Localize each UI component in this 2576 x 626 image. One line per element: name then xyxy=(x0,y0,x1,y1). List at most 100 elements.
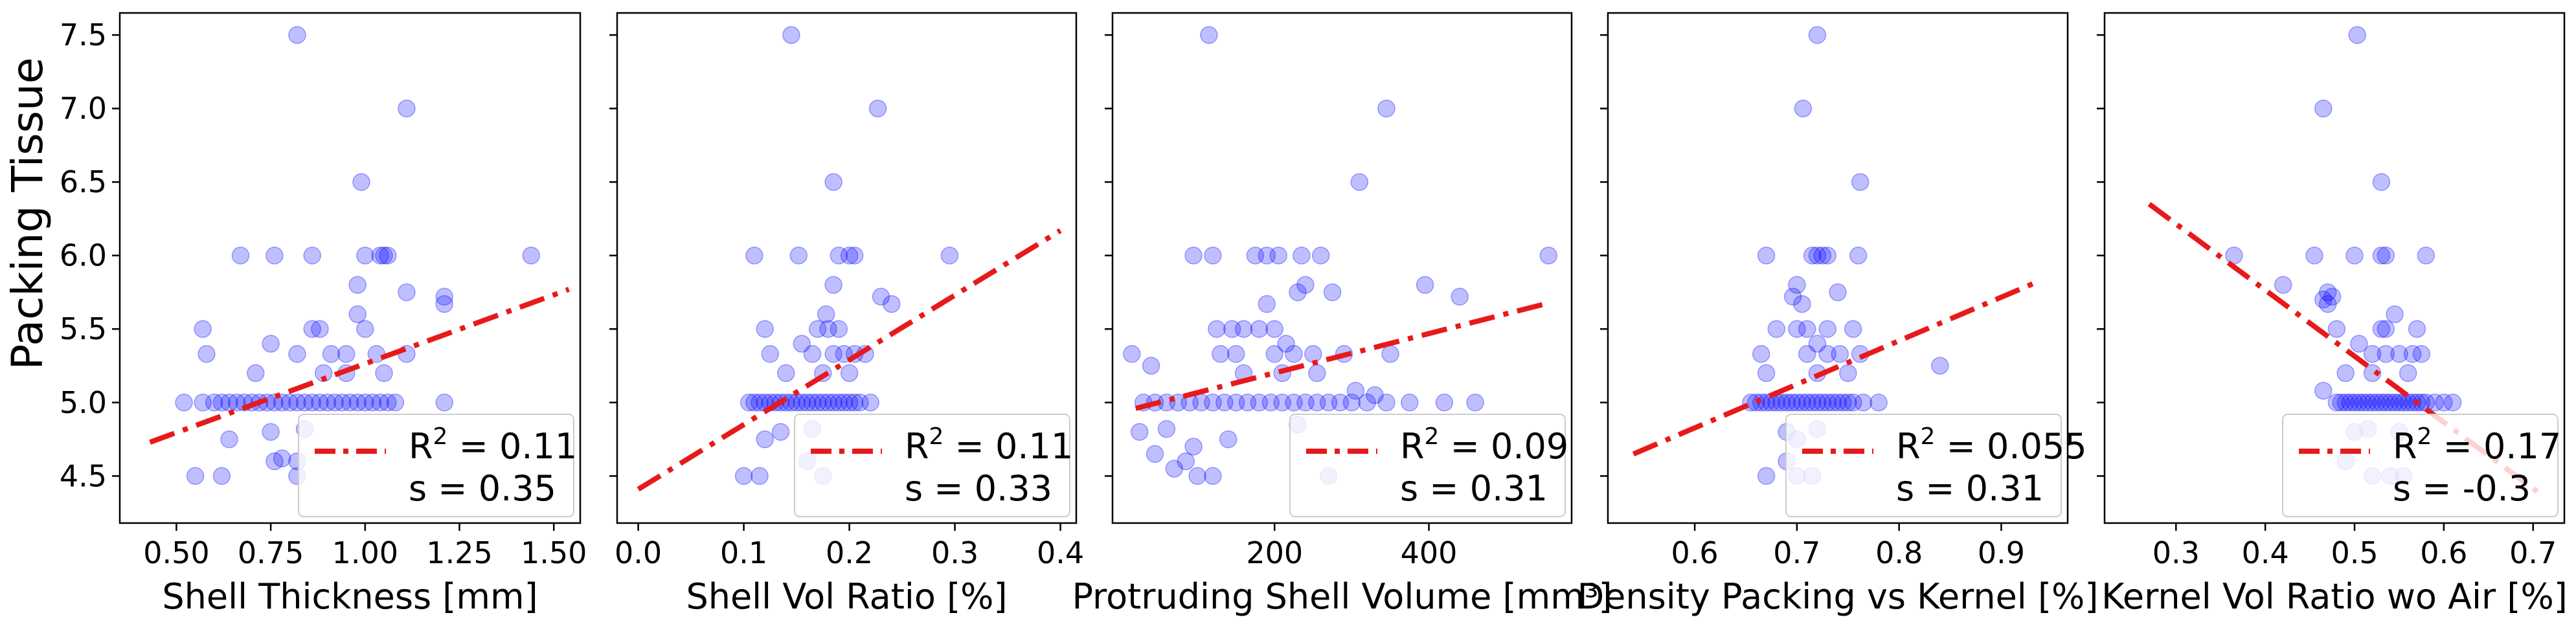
scatter-point xyxy=(375,246,393,265)
regression-line xyxy=(149,287,570,445)
scatter-point xyxy=(872,287,890,306)
legend-box xyxy=(1785,414,2062,517)
scatter-point xyxy=(819,394,837,412)
scatter-point xyxy=(266,452,284,471)
scatter-point xyxy=(798,394,817,412)
scatter-point xyxy=(2435,394,2453,412)
scatter-point xyxy=(341,394,359,412)
scatter-point xyxy=(830,246,848,265)
scatter-point xyxy=(1165,460,1184,478)
panel-5: 0.3 0.4 0.5 0.6 0.7 Kernel Vol Ratio wo Air [… xyxy=(2097,12,2568,617)
x-tick-label: 1.25 xyxy=(426,535,492,570)
scatter-point xyxy=(1177,452,1195,471)
scatter-point xyxy=(777,364,795,383)
scatter-point xyxy=(435,287,453,306)
legend-r2-entry: R2 = 0.055 xyxy=(1896,423,2087,467)
scatter-point xyxy=(824,173,842,191)
scatter-point xyxy=(1757,246,1776,265)
x-tick-label: 0.9 xyxy=(1978,535,2025,570)
scatter-point xyxy=(1269,246,1287,265)
scatter-point xyxy=(1798,394,1816,412)
scatter-point xyxy=(1238,394,1257,412)
scatter-point xyxy=(1146,445,1164,464)
legend: R2 = 0.17s = -0.3 xyxy=(2282,414,2561,517)
scatter-point xyxy=(2363,364,2382,383)
scatter-point xyxy=(2350,335,2368,353)
scatter-point xyxy=(1308,394,1326,412)
scatter-point xyxy=(2372,320,2391,338)
legend-s-entry: s = 0.35 xyxy=(409,468,556,509)
x-tick-label: 0.5 xyxy=(2331,535,2378,570)
scatter-point xyxy=(2314,291,2333,309)
superscript-two: 2 xyxy=(929,423,944,450)
scatter-point xyxy=(824,345,842,363)
scatter-point xyxy=(1757,364,1776,383)
scatter-point xyxy=(1123,345,1141,363)
scatter-point xyxy=(398,99,416,118)
scatter-point xyxy=(2341,394,2359,412)
scatter-point xyxy=(803,394,822,412)
scatter-point xyxy=(1234,320,1253,338)
panel-3: 200 400 Protruding Shell Volume [mm³] R2 = … xyxy=(1072,12,1612,617)
scatter-point xyxy=(2386,394,2404,412)
scatter-point xyxy=(386,394,405,412)
scatter-point xyxy=(793,335,811,353)
legend-r2-value: = 0.11 xyxy=(447,426,577,467)
scatter-point xyxy=(1296,394,1315,412)
scatter-point xyxy=(356,394,374,412)
scatter-point xyxy=(231,246,250,265)
scatter-point xyxy=(2305,246,2323,265)
scatter-point xyxy=(1793,295,1811,313)
scatter-point xyxy=(1829,283,1847,302)
x-axis-label: Kernel Vol Ratio wo Air [%] xyxy=(2101,576,2568,617)
scatter-point xyxy=(824,394,842,412)
scatter-point xyxy=(2412,345,2431,363)
scatter-point xyxy=(2372,173,2391,191)
scatter-point xyxy=(266,246,284,265)
scatter-point xyxy=(2327,394,2346,412)
scatter-point xyxy=(835,394,853,412)
scatter-point xyxy=(756,320,774,338)
scatter-point xyxy=(808,320,827,338)
scatter-point xyxy=(1788,276,1806,294)
scatter-point xyxy=(2345,394,2364,412)
scatter-point xyxy=(1794,99,1813,118)
scatter-point xyxy=(1844,394,1862,412)
legend-s-entry: s = 0.31 xyxy=(1400,468,1548,509)
scatter-point xyxy=(1208,320,1226,338)
scatter-point xyxy=(789,246,808,265)
legend-box xyxy=(298,414,574,517)
scatter-point xyxy=(817,305,835,324)
scatter-point xyxy=(1265,320,1283,338)
scatter-point xyxy=(227,394,246,412)
scatter-point xyxy=(333,394,352,412)
scatter-point xyxy=(861,394,879,412)
scatter-point xyxy=(1854,394,1873,412)
scatter-point xyxy=(2332,394,2351,412)
scatter-point xyxy=(1466,394,1484,412)
scatter-point xyxy=(1783,287,1802,306)
scatter-point xyxy=(840,364,859,383)
regression-line xyxy=(1632,279,2039,456)
legend-r2-entry: R2 = 0.17 xyxy=(2393,423,2561,467)
scatter-point xyxy=(2412,394,2431,412)
x-tick-label: 0.50 xyxy=(143,535,209,570)
scatter-point xyxy=(840,394,859,412)
scatter-point xyxy=(2372,394,2391,412)
superscript-two: 2 xyxy=(1425,423,1440,450)
y-tick-label: 5.0 xyxy=(60,385,107,420)
scatter-point xyxy=(1752,345,1770,363)
scatter-point xyxy=(2377,246,2395,265)
scatter-point xyxy=(1931,357,1949,375)
scatter-point xyxy=(337,345,356,363)
scatter-point xyxy=(1204,246,1222,265)
scatter-point xyxy=(1813,246,1832,265)
axes-frame xyxy=(2103,12,2566,524)
scatter-point xyxy=(1381,345,1399,363)
scatter-point xyxy=(1223,320,1241,338)
scatter-point xyxy=(1319,394,1338,412)
scatter-point xyxy=(186,467,205,486)
scatter-point xyxy=(2426,394,2444,412)
scatter-point xyxy=(1778,394,1796,412)
scatter-point xyxy=(2403,394,2422,412)
